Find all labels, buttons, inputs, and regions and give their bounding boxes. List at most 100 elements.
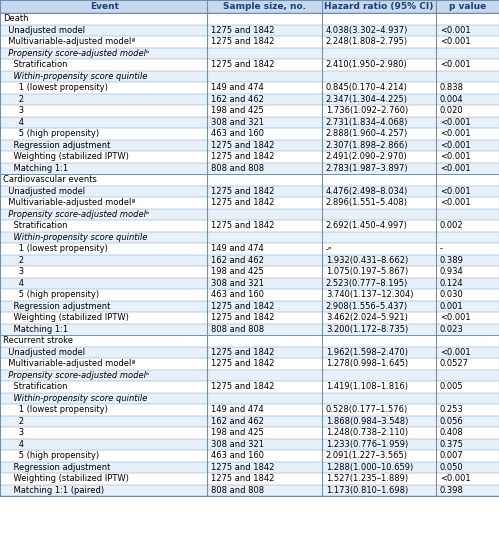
Text: 1275 and 1842: 1275 and 1842 [211,198,274,207]
Text: 2.692(1.450–4.997): 2.692(1.450–4.997) [326,221,408,230]
Text: 4.038(3.302–4.937): 4.038(3.302–4.937) [326,26,408,35]
Bar [0,13,499,25]
Bar [0,208,499,220]
Text: 3: 3 [3,428,24,437]
Text: 2.896(1.551–5.408): 2.896(1.551–5.408) [326,198,408,207]
Text: Weighting (stabilized IPTW): Weighting (stabilized IPTW) [3,313,129,322]
Text: 149 and 474: 149 and 474 [211,405,264,414]
Bar [0,36,499,47]
Text: Regression adjustment: Regression adjustment [3,463,111,471]
Text: 2.347(1.304–4.225): 2.347(1.304–4.225) [326,95,408,104]
Bar [0,323,499,335]
Text: 1.736(1.092–2.760): 1.736(1.092–2.760) [326,106,408,115]
Text: 1275 and 1842: 1275 and 1842 [211,221,274,230]
Bar [0,59,499,70]
Text: -: - [440,244,443,253]
Text: 1275 and 1842: 1275 and 1842 [211,141,274,150]
Text: 2.091(1.227–3.565): 2.091(1.227–3.565) [326,451,408,460]
Text: 1275 and 1842: 1275 and 1842 [211,474,274,483]
Text: 0.528(0.177–1.576): 0.528(0.177–1.576) [326,405,408,414]
Text: 2.783(1.987–3.897): 2.783(1.987–3.897) [326,164,409,173]
Text: 0.056: 0.056 [440,417,464,426]
Bar [0,197,499,208]
Text: 0.934: 0.934 [440,267,464,276]
Bar [0,93,499,105]
Text: Matching 1:1 (paired): Matching 1:1 (paired) [3,486,105,495]
Text: 4: 4 [3,279,24,288]
Text: 3: 3 [3,267,24,276]
Text: 0.838: 0.838 [440,83,464,92]
Bar [0,82,499,93]
Text: 198 and 425: 198 and 425 [211,106,264,115]
Bar [0,450,499,461]
Text: 1.419(1.108–1.816): 1.419(1.108–1.816) [326,382,408,391]
Text: <0.001: <0.001 [440,37,470,46]
Text: 1.248(0.738–2.110): 1.248(0.738–2.110) [326,428,408,437]
Bar [0,266,499,278]
Text: 2: 2 [3,417,24,426]
Text: 2.908(1.556–5.437): 2.908(1.556–5.437) [326,302,408,311]
Text: Event: Event [90,2,119,11]
Text: 3: 3 [3,106,24,115]
Text: <0.001: <0.001 [440,141,470,150]
Bar [0,278,499,289]
Text: 1275 and 1842: 1275 and 1842 [211,26,274,35]
Text: Hazard ratio (95% CI): Hazard ratio (95% CI) [324,2,434,11]
Text: 808 and 808: 808 and 808 [211,486,264,495]
Text: Recurrent stroke: Recurrent stroke [3,336,73,345]
Text: Multivariable-adjusted modelª: Multivariable-adjusted modelª [3,37,136,46]
Bar [0,358,499,369]
Text: 2.888(1.960–4.257): 2.888(1.960–4.257) [326,129,408,138]
Text: <0.001: <0.001 [440,118,470,127]
Bar [0,0,499,13]
Text: Within-propensity score quintile: Within-propensity score quintile [3,72,148,81]
Text: 3.200(1.172–8.735): 3.200(1.172–8.735) [326,325,408,334]
Text: 1.932(0.431–8.662): 1.932(0.431–8.662) [326,256,408,265]
Text: 149 and 474: 149 and 474 [211,83,264,92]
Text: 3.462(2.024–5.921): 3.462(2.024–5.921) [326,313,408,322]
Text: <0.001: <0.001 [440,187,470,196]
Text: 4: 4 [3,440,24,449]
Text: Death: Death [3,14,29,23]
Text: 0.253: 0.253 [440,405,464,414]
Bar [0,255,499,266]
Text: Within-propensity score quintile: Within-propensity score quintile [3,394,148,403]
Bar [0,346,499,358]
Text: <0.001: <0.001 [440,129,470,138]
Text: 308 and 321: 308 and 321 [211,118,264,127]
Text: 308 and 321: 308 and 321 [211,440,264,449]
Bar [0,312,499,323]
Text: Stratification: Stratification [3,60,68,69]
Text: 1.962(1.598–2.470): 1.962(1.598–2.470) [326,348,408,357]
Bar [0,404,499,416]
Text: 808 and 808: 808 and 808 [211,325,264,334]
Bar [0,47,499,59]
Text: p value: p value [449,2,486,11]
Text: 1275 and 1842: 1275 and 1842 [211,60,274,69]
Text: 1275 and 1842: 1275 and 1842 [211,348,274,357]
Text: 162 and 462: 162 and 462 [211,95,264,104]
Text: 1275 and 1842: 1275 and 1842 [211,313,274,322]
Bar [0,140,499,151]
Text: 5 (high propensity): 5 (high propensity) [3,291,100,299]
Text: 4.476(2.498–8.034): 4.476(2.498–8.034) [326,187,408,196]
Text: Weighting (stabilized IPTW): Weighting (stabilized IPTW) [3,474,129,483]
Text: 0.0527: 0.0527 [440,359,469,368]
Text: 0.398: 0.398 [440,486,464,495]
Text: 1275 and 1842: 1275 and 1842 [211,302,274,311]
Text: 1275 and 1842: 1275 and 1842 [211,187,274,196]
Text: Propensity score-adjusted modelᵇ: Propensity score-adjusted modelᵇ [3,49,150,58]
Bar [0,301,499,312]
Text: 198 and 425: 198 and 425 [211,267,264,276]
Bar [0,231,499,243]
Bar [0,220,499,231]
Text: 0.002: 0.002 [440,221,463,230]
Text: 0.030: 0.030 [440,291,464,299]
Text: 0.005: 0.005 [440,382,463,391]
Text: Propensity score-adjusted modelᵇ: Propensity score-adjusted modelᵇ [3,371,150,380]
Text: -ᵃ: -ᵃ [326,244,332,253]
Text: 308 and 321: 308 and 321 [211,279,264,288]
Text: Within-propensity score quintile: Within-propensity score quintile [3,233,148,242]
Bar [0,174,499,185]
Text: <0.001: <0.001 [440,26,470,35]
